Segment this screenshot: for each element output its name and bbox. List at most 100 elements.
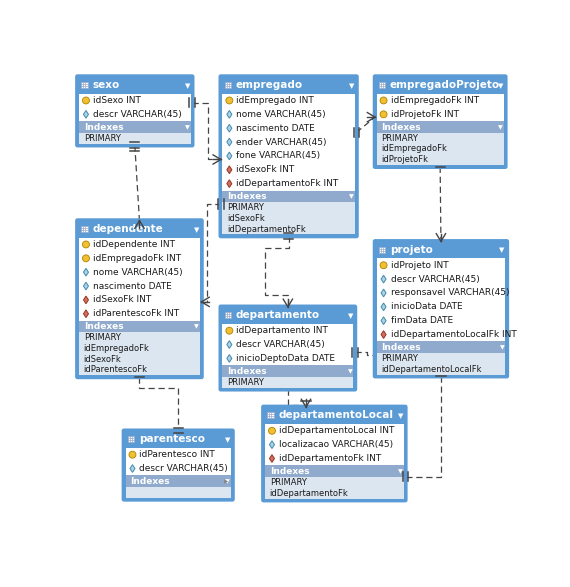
Polygon shape <box>227 355 232 362</box>
Text: PRIMARY: PRIMARY <box>227 378 264 387</box>
Text: ▼: ▼ <box>500 346 504 350</box>
Bar <box>267 412 274 419</box>
Text: dependente: dependente <box>92 224 163 234</box>
Text: fimData DATE: fimData DATE <box>390 316 453 325</box>
Text: ender VARCHAR(45): ender VARCHAR(45) <box>237 137 327 147</box>
FancyBboxPatch shape <box>261 404 408 502</box>
FancyBboxPatch shape <box>221 307 355 325</box>
Text: idDepartamentoFk: idDepartamentoFk <box>270 488 348 498</box>
Polygon shape <box>381 317 386 325</box>
FancyBboxPatch shape <box>375 241 507 260</box>
Text: ▼: ▼ <box>349 195 354 200</box>
Polygon shape <box>83 296 88 303</box>
Text: departamento: departamento <box>235 311 320 321</box>
Text: idDepartamento INT: idDepartamento INT <box>237 326 328 335</box>
Bar <box>377 93 504 122</box>
Text: ▼: ▼ <box>348 369 353 375</box>
Circle shape <box>83 241 89 248</box>
Text: PRIMARY: PRIMARY <box>381 134 418 143</box>
Bar <box>265 465 404 477</box>
Text: idParentescoFk: idParentescoFk <box>84 366 148 375</box>
Text: idSexoFk: idSexoFk <box>84 355 121 364</box>
Polygon shape <box>227 138 232 146</box>
FancyBboxPatch shape <box>75 75 194 147</box>
Circle shape <box>380 111 387 118</box>
Text: idDepartamentoFk INT: idDepartamentoFk INT <box>279 454 381 463</box>
Text: idParentescoFk INT: idParentescoFk INT <box>93 309 179 318</box>
Text: ▼: ▼ <box>499 248 505 254</box>
Circle shape <box>226 327 233 334</box>
Bar <box>82 82 88 88</box>
Bar <box>225 82 231 88</box>
Text: descr VARCHAR(45): descr VARCHAR(45) <box>237 340 325 349</box>
Polygon shape <box>83 282 88 290</box>
Text: idDepartamentoLocalFk INT: idDepartamentoLocalFk INT <box>390 330 516 339</box>
Polygon shape <box>227 180 232 187</box>
Text: ▼: ▼ <box>498 125 503 130</box>
Circle shape <box>268 427 275 434</box>
Polygon shape <box>83 310 88 318</box>
Bar <box>222 377 353 387</box>
Text: empregadoProjeto: empregadoProjeto <box>390 80 500 90</box>
FancyBboxPatch shape <box>221 76 356 95</box>
Polygon shape <box>270 455 275 463</box>
Circle shape <box>83 255 89 262</box>
Polygon shape <box>227 152 232 160</box>
Circle shape <box>83 97 89 104</box>
Text: descr VARCHAR(45): descr VARCHAR(45) <box>140 464 228 473</box>
Circle shape <box>380 262 387 269</box>
FancyBboxPatch shape <box>218 305 357 392</box>
Text: projeto: projeto <box>390 245 433 255</box>
Text: empregado: empregado <box>235 80 303 90</box>
Polygon shape <box>270 441 275 448</box>
Text: idSexoFk: idSexoFk <box>227 214 265 223</box>
Bar <box>79 93 190 122</box>
Text: idEmpregadoFk INT: idEmpregadoFk INT <box>390 96 479 105</box>
Text: PRIMARY: PRIMARY <box>84 134 120 143</box>
FancyBboxPatch shape <box>75 218 204 379</box>
Polygon shape <box>130 465 135 473</box>
Polygon shape <box>227 110 232 118</box>
Bar <box>377 258 505 342</box>
Text: ▼: ▼ <box>194 325 199 330</box>
Bar <box>377 122 504 133</box>
Text: ▼: ▼ <box>194 227 199 233</box>
Polygon shape <box>381 275 386 283</box>
Text: idProjeto INT: idProjeto INT <box>390 261 448 270</box>
Text: idProjetoFk INT: idProjetoFk INT <box>390 110 458 119</box>
Text: ▼: ▼ <box>225 480 230 484</box>
Text: Indexes: Indexes <box>381 123 421 131</box>
Text: nascimento DATE: nascimento DATE <box>93 282 172 291</box>
Bar <box>379 247 385 253</box>
Bar <box>128 436 134 443</box>
Bar <box>377 133 504 165</box>
Text: nome VARCHAR(45): nome VARCHAR(45) <box>237 110 326 119</box>
Polygon shape <box>227 166 232 174</box>
Text: PRIMARY: PRIMARY <box>227 203 264 212</box>
FancyBboxPatch shape <box>78 221 201 239</box>
Bar <box>79 238 200 321</box>
Text: idDepartamentoFk: idDepartamentoFk <box>227 225 306 234</box>
Text: departamentoLocal: departamentoLocal <box>278 410 393 420</box>
Text: idDependente INT: idDependente INT <box>93 240 175 249</box>
Bar <box>79 321 200 332</box>
Text: nome VARCHAR(45): nome VARCHAR(45) <box>93 268 182 276</box>
FancyBboxPatch shape <box>218 75 359 238</box>
Text: idEmpregadoFk: idEmpregadoFk <box>84 344 149 353</box>
Polygon shape <box>381 289 386 297</box>
Bar <box>82 226 88 232</box>
FancyBboxPatch shape <box>373 75 507 169</box>
Text: Indexes: Indexes <box>227 367 267 376</box>
Polygon shape <box>227 340 232 349</box>
Polygon shape <box>227 124 232 132</box>
Text: idEmpregadoFk INT: idEmpregadoFk INT <box>93 254 181 263</box>
Bar <box>377 353 505 375</box>
Text: PRIMARY: PRIMARY <box>270 478 307 487</box>
Bar <box>79 122 190 133</box>
Polygon shape <box>83 268 88 276</box>
FancyBboxPatch shape <box>124 431 233 449</box>
Polygon shape <box>83 110 88 118</box>
Bar <box>222 191 355 202</box>
Text: parentesco: parentesco <box>139 434 205 444</box>
Text: idDepartamentoFk INT: idDepartamentoFk INT <box>237 179 339 188</box>
